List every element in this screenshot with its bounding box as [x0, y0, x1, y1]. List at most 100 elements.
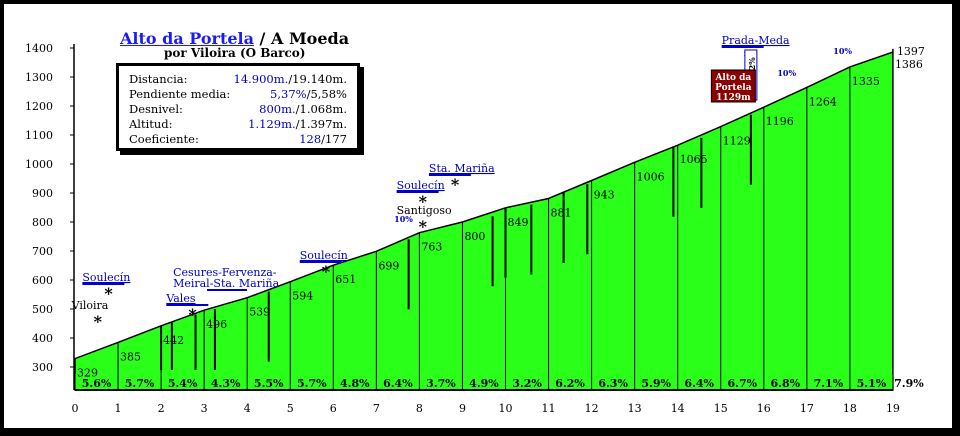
x-tick-label: 19 — [886, 402, 900, 415]
x-tick-label: 3 — [201, 402, 208, 415]
place-name: Sta. Mariña — [429, 162, 495, 175]
stat-value: 5,37%/5,58% — [270, 87, 347, 101]
y-tick-label: 900 — [32, 187, 53, 200]
x-tick-label: 16 — [757, 402, 771, 415]
segment-gradient-label: 4.8% — [340, 377, 370, 390]
x-tick-label: 2 — [158, 402, 165, 415]
asterisk-marker: * — [104, 284, 113, 303]
place-name: Soulecín — [300, 249, 348, 262]
altitude-label: 699 — [378, 259, 399, 272]
end-altitude-label: 1397 — [897, 45, 925, 58]
altitude-label: 1065 — [680, 153, 708, 166]
summit-label: Portela — [715, 83, 752, 93]
summit-box — [710, 69, 756, 103]
y-tick-label: 1300 — [25, 71, 53, 84]
place-name: Santigoso — [397, 204, 452, 217]
stat-label: Coeficiente: — [129, 132, 199, 146]
x-tick-label: 7 — [373, 402, 380, 415]
chart-frame: 5.6% 5.7% 5.4% 4.3% 5.5% 5.7% 4.8% 6.4% 3.7% 4.9%… — [3, 3, 953, 429]
climb-name: Alto da Portela — [120, 29, 254, 48]
segment-gradient-label: 4.3% — [211, 377, 241, 390]
segment-gradient-label: 3.2% — [512, 377, 542, 390]
x-tick-label: 5 — [287, 402, 294, 415]
stat-label: Pendiente media: — [129, 87, 231, 101]
y-tick-label: 600 — [32, 274, 53, 287]
y-tick-label: 1400 — [25, 42, 53, 55]
x-tick-label: 14 — [671, 402, 685, 415]
gradient-band — [75, 374, 893, 390]
asterisk-marker: * — [419, 192, 428, 211]
y-tick-label: 1000 — [25, 158, 53, 171]
altitude-label: 1129 — [723, 135, 751, 148]
title-separator: / — [253, 29, 271, 48]
segment-gradient-label: 6.4% — [684, 377, 714, 390]
altitude-label: 1264 — [809, 95, 837, 108]
y-tick-label: 1100 — [25, 129, 53, 142]
x-tick-label: 0 — [72, 402, 79, 415]
y-tick-label: 1200 — [25, 100, 53, 113]
segment-gradient-label: 7.1% — [814, 377, 844, 390]
segment-gradient-label: 6.4% — [383, 377, 413, 390]
altitude-label: 496 — [206, 318, 227, 331]
y-tick-label: 400 — [32, 332, 53, 345]
y-tick-label: 800 — [32, 216, 53, 229]
stat-label: Distancia: — [129, 72, 188, 86]
segment-gradient-label: 5.5% — [254, 377, 284, 390]
segment-gradient-label: 5.1% — [857, 377, 887, 390]
summit-label: Alto da — [714, 73, 751, 83]
altitude-label: 594 — [292, 290, 313, 303]
place-name: Prada-Meda — [722, 34, 790, 47]
stat-distance: Distancia: 14.900m./19.140m. — [129, 72, 351, 86]
segment-gradient-label: 5.7% — [297, 377, 327, 390]
y-tick-label: 300 — [32, 361, 53, 374]
place-name: Vales — [165, 292, 196, 305]
x-tick-label: 8 — [416, 402, 423, 415]
segment-gradient-label: 6.7% — [727, 377, 757, 390]
x-tick-label: 9 — [459, 402, 466, 415]
altitude-label: 651 — [335, 273, 356, 286]
altitude-profile-chart: 5.6% 5.7% 5.4% 4.3% 5.5% 5.7% 4.8% 6.4% 3.7% 4.9%… — [25, 34, 925, 415]
end-altitude-label: 1386 — [895, 58, 923, 71]
altitude-label: 849 — [508, 216, 529, 229]
altitude-label: 1006 — [637, 170, 665, 183]
segment-gradient-label: 5.4% — [168, 377, 198, 390]
x-tick-label: 12 — [585, 402, 599, 415]
x-tick-label: 1 — [115, 402, 122, 415]
stat-elevation-gain: Desnivel: 800m./1.068m. — [129, 102, 351, 116]
altitude-label: 800 — [464, 230, 485, 243]
segment-gradient-label: 5.7% — [125, 377, 155, 390]
profile-area — [74, 48, 894, 391]
segment-gradient-label: 5.6% — [82, 377, 112, 390]
chart-title: Alto da Portela / A Moeda — [120, 29, 349, 48]
asterisk-marker: * — [451, 175, 460, 194]
stat-value: 128/177 — [299, 132, 347, 146]
x-tick-label: 13 — [628, 402, 642, 415]
asterisk-marker: * — [419, 217, 428, 236]
segment-gradient-label: 6.3% — [598, 377, 628, 390]
stat-value: 14.900m./19.140m. — [233, 72, 348, 86]
stat-value: 800m./1.068m. — [259, 102, 347, 116]
destination-name: A Moeda — [270, 29, 350, 48]
place-name: Soulecín — [397, 179, 445, 192]
stat-altitude: Altitud: 1.129m./1.397m. — [129, 117, 351, 131]
y-tick-label: 700 — [32, 245, 53, 258]
altitude-label: 385 — [120, 350, 141, 363]
segment-gradient-label: 5.9% — [641, 377, 671, 390]
stats-panel: Distancia: 14.900m./19.140m. Pendiente m… — [116, 63, 360, 151]
stat-gradient: Pendiente media: 5,37%/5,58% — [129, 87, 351, 101]
peak-label: 10% — [777, 68, 796, 78]
altitude-label: 539 — [249, 306, 270, 319]
x-tick-label: 4 — [244, 402, 251, 415]
place-name: Cesures-Fervenza- — [173, 266, 277, 279]
x-tick-label: 15 — [714, 402, 728, 415]
asterisk-marker: * — [322, 262, 331, 281]
stat-coefficient: Coeficiente: 128/177 — [129, 132, 351, 146]
place-name: Viloira — [71, 299, 109, 312]
stat-label: Desnivel: — [129, 102, 183, 116]
asterisk-marker: * — [94, 312, 103, 331]
asterisk-marker: * — [188, 305, 197, 324]
altitude-label: 881 — [551, 207, 572, 220]
segment-gradient-label: 4.9% — [469, 377, 499, 390]
peak-label: 10% — [833, 46, 852, 56]
place-name: Meiral-Sta. Mariña — [173, 277, 280, 290]
